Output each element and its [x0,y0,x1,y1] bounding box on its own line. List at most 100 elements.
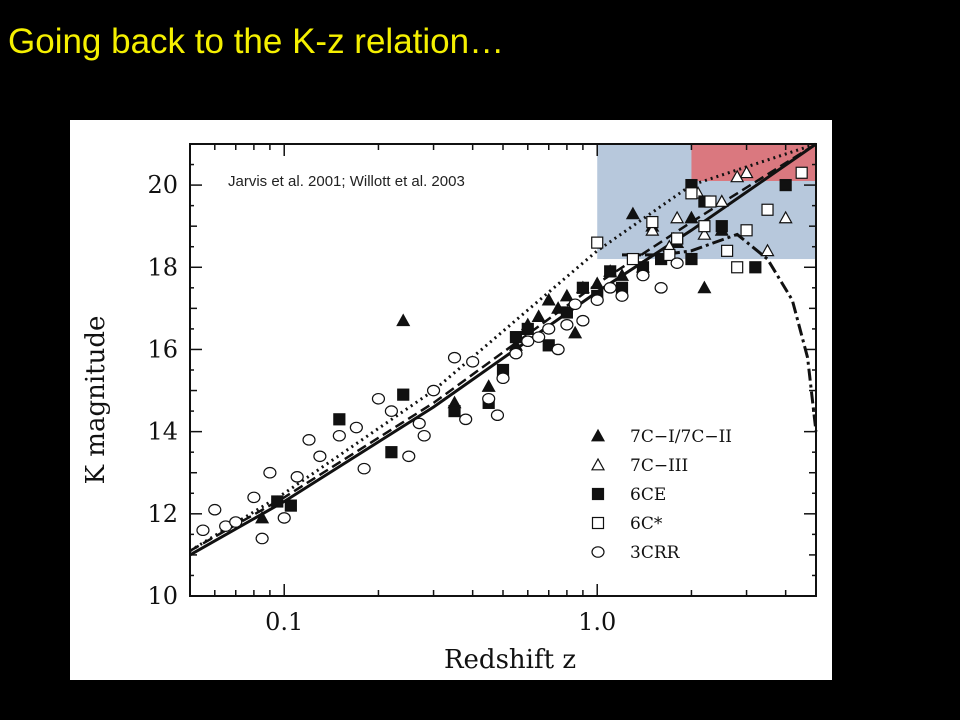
y-tick-label: 18 [147,253,178,281]
point-circle-open-26 [560,319,574,331]
point-square-open-11 [698,220,711,233]
x-axis-ticks: 0.1 1.0 [189,144,817,636]
point-circle-open-5 [255,532,269,545]
citation-text: Jarvis et al. 2001; Willott et al. 2003 [228,173,465,190]
point-circle-open-22 [521,335,535,348]
point-triangle-open-0 [645,223,660,236]
point-circle-open-1 [208,503,222,516]
data-points [196,165,808,545]
point-circle-open-6 [263,466,277,479]
point-circle-open-20 [496,372,510,385]
point-square-open-9 [795,166,808,179]
legend-marker-triangle-open [590,457,606,471]
point-circle-open-33 [654,282,668,294]
point-square-filled-0 [271,495,284,508]
point-circle-open-35 [302,434,316,446]
point-circle-open-8 [290,471,304,483]
point-square-open-10 [671,232,684,245]
legend-label: 6CE [630,485,666,505]
point-square-open-6 [721,244,734,257]
point-square-filled-11 [560,306,573,319]
legend-label: 7C−III [630,456,688,476]
y-tick-label: 20 [147,171,178,199]
point-square-filled-3 [385,446,398,459]
curve-dashed [189,142,817,552]
slide-title: Going back to the K-z relation… [8,22,505,61]
k-z-chart: 0.1 1.0 10 12 14 16 18 20 Jarvis et al. 2001; … [81,142,818,675]
point-triangle-open-6 [778,210,793,224]
point-triangle-open-7 [697,227,712,240]
point-circle-open-30 [603,282,617,294]
point-square-filled-9 [521,322,534,336]
point-circle-open-9 [313,450,327,463]
curve-dash-dot [622,232,818,432]
point-circle-open-37 [417,429,431,442]
point-triangle-filled-17 [697,280,712,294]
point-circle-open-19 [482,392,496,405]
legend-label: 7C−I/7C−II [630,427,732,447]
curve-dotted [189,142,817,553]
y-axis-ticks: 10 12 14 16 18 20 [147,143,816,610]
point-square-filled-12 [576,281,590,294]
point-circle-open-12 [371,392,386,405]
y-tick-label: 14 [147,418,178,446]
point-square-open-12 [731,261,744,274]
point-circle-open-10 [332,429,346,442]
point-triangle-open-4 [739,165,754,179]
y-tick-label: 16 [147,335,178,363]
legend-marker-triangle-filled [590,428,606,442]
point-circle-open-11 [349,421,363,434]
y-tick-label: 10 [147,582,178,610]
point-triangle-filled-14 [625,206,640,220]
x-tick-label: 1.0 [578,608,616,636]
point-circle-open-27 [568,298,582,311]
point-triangle-open-5 [760,243,775,257]
figure-panel: 0.1 1.0 10 12 14 16 18 20 Jarvis et al. 2001; … [70,120,832,680]
point-square-filled-24 [604,265,617,278]
point-square-filled-1 [284,499,297,512]
point-square-open-7 [740,224,753,237]
point-circle-open-32 [636,269,650,282]
point-square-open-2 [646,215,659,229]
point-triangle-filled-13 [614,268,630,281]
point-square-open-1 [626,252,639,266]
point-triangle-filled-9 [559,288,574,302]
point-circle-open-13 [384,405,399,417]
point-circle-open-17 [447,351,462,364]
legend-marker-square-open [591,516,605,530]
highlight-regions [597,144,816,260]
point-square-filled-4 [397,388,410,401]
x-tick-label: 0.1 [265,608,303,636]
point-circle-open-18 [466,355,480,368]
point-circle-open-21 [509,347,523,360]
point-circle-open-7 [277,512,291,524]
point-triangle-filled-1 [396,313,411,327]
point-circle-open-34 [670,257,684,269]
point-triangle-open-1 [670,210,685,224]
point-circle-open-3 [229,516,243,528]
highlight-region-red [691,144,816,181]
point-triangle-filled-7 [541,292,556,306]
point-square-filled-2 [333,413,346,426]
point-square-open-5 [704,195,717,208]
point-circle-open-28 [576,314,590,327]
point-circle-open-25 [551,343,565,356]
point-square-filled-20 [715,220,728,233]
point-square-open-8 [761,203,774,216]
point-triangle-filled-11 [590,276,605,290]
legend-marker-circle-open [591,546,605,558]
legend: 7C−I/7C−II 7C−III 6CE 6C* 3CRR [590,427,732,563]
point-circle-open-29 [590,294,604,306]
point-triangle-filled-6 [531,309,546,322]
x-axis-label: Redshift z [444,645,576,675]
point-square-open-0 [591,236,604,249]
point-square-filled-5 [448,404,461,418]
legend-marker-square-filled [591,487,605,501]
legend-label: 3CRR [630,543,681,563]
point-circle-open-24 [542,323,556,335]
point-triangle-open-3 [714,194,729,207]
y-axis-label: K magnitude [81,316,111,485]
point-square-filled-8 [509,331,523,344]
point-triangle-filled-0 [255,510,270,524]
point-square-open-4 [685,187,698,200]
